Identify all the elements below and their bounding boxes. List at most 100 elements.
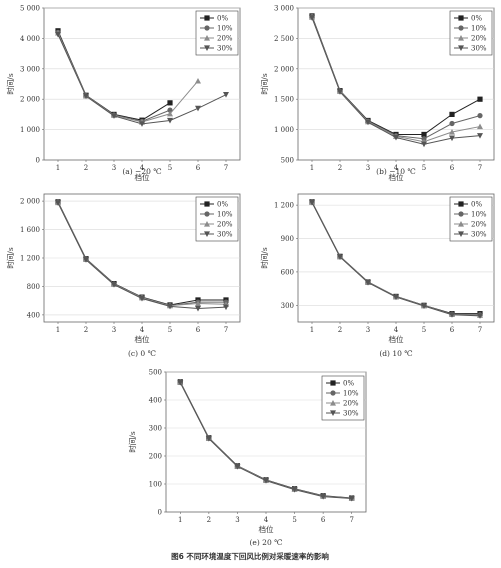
x-tick-label: 2: [207, 516, 211, 524]
x-tick-label: 4: [394, 326, 399, 334]
legend-marker: [204, 25, 210, 31]
data-point: [337, 254, 343, 260]
x-tick-label: 7: [349, 516, 353, 524]
x-tick-label: 4: [394, 164, 399, 172]
data-point: [421, 131, 427, 138]
x-axis-title: 档位: [389, 334, 404, 344]
x-tick-label: 3: [112, 326, 116, 334]
legend-marker: [330, 400, 336, 406]
legend-marker: [204, 15, 210, 21]
x-tick-label: 7: [224, 164, 228, 172]
legend-marker: [204, 211, 210, 217]
x-tick-label: 3: [112, 164, 116, 172]
data-point: [348, 495, 355, 502]
x-tick-label: 2: [84, 164, 88, 172]
y-tick-label: 0: [158, 509, 162, 517]
data-point: [365, 279, 371, 286]
y-tick-label: 500: [149, 369, 162, 377]
data-point: [223, 92, 229, 98]
x-tick-label: 3: [366, 326, 370, 334]
data-point: [337, 89, 343, 95]
panel-caption: (c) 0 ℃: [128, 349, 156, 358]
x-tick-label: 4: [264, 516, 269, 524]
y-tick-label: 2 000: [274, 65, 294, 73]
x-tick-label: 1: [56, 326, 60, 334]
x-axis-title: 档位: [135, 172, 150, 182]
y-tick-label: 400: [27, 311, 40, 319]
data-point: [320, 494, 327, 500]
y-tick-label: 100: [149, 481, 162, 489]
legend-label: 20%: [217, 35, 233, 43]
y-tick-label: 900: [281, 235, 294, 243]
x-tick-label: 6: [450, 164, 455, 172]
x-axis-title: 档位: [389, 172, 404, 182]
data-point: [167, 100, 173, 106]
data-point: [477, 113, 483, 119]
y-tick-label: 300: [149, 425, 162, 433]
x-tick-label: 1: [310, 164, 314, 172]
y-tick-label: 2 500: [274, 35, 294, 43]
x-tick-label: 1: [310, 326, 314, 334]
x-tick-label: 1: [178, 516, 182, 524]
data-point: [195, 305, 201, 312]
x-tick-label: 2: [84, 326, 88, 334]
data-point: [139, 295, 145, 302]
x-tick-label: 6: [321, 516, 326, 524]
legend-label: 0%: [217, 201, 228, 209]
y-tick-label: 3 000: [274, 5, 294, 13]
legend-label: 0%: [471, 201, 482, 209]
x-tick-label: 2: [338, 326, 342, 334]
figure-caption: 图6 不同环境温度下回风比例对采暖速率的影响: [171, 551, 329, 561]
data-point: [83, 93, 89, 100]
legend-label: 10%: [471, 211, 487, 219]
data-point: [477, 133, 483, 139]
legend-marker: [458, 201, 464, 207]
data-point: [365, 119, 371, 126]
legend: 0% 10% 20% 30%: [449, 196, 493, 242]
chart-panel-4: 300 600 900 1 200 1 2 3 4 5 6 7 档位 时间/s (d) 10 ℃ 0% 10%…: [259, 193, 495, 358]
data-point: [167, 117, 173, 124]
x-tick-label: 4: [140, 164, 145, 172]
y-tick-label: 1 500: [274, 96, 294, 104]
data-point: [195, 300, 201, 307]
data-point: [477, 313, 483, 319]
y-tick-label: 300: [281, 302, 294, 310]
series-30pct: [55, 31, 229, 127]
legend-label: 0%: [471, 15, 482, 23]
legend-marker: [330, 410, 336, 416]
data-point: [234, 464, 241, 470]
legend-label: 0%: [343, 380, 354, 388]
data-point: [449, 120, 455, 127]
data-point: [195, 105, 201, 112]
legend: 0% 10% 20% 30%: [449, 10, 493, 56]
data-point: [421, 303, 427, 309]
data-point: [263, 478, 269, 484]
legend-marker: [204, 221, 210, 227]
x-tick-label: 4: [140, 326, 145, 334]
x-tick-label: 5: [168, 326, 172, 334]
data-point: [177, 380, 184, 386]
x-tick-label: 2: [338, 164, 342, 172]
legend-marker: [204, 45, 210, 51]
legend-marker: [458, 45, 464, 51]
y-tick-label: 1 200: [274, 202, 294, 210]
series-30pct: [177, 380, 355, 502]
data-point: [223, 304, 229, 311]
y-tick-label: 1 000: [274, 126, 294, 134]
data-point: [449, 111, 455, 117]
data-point: [393, 294, 399, 301]
data-point: [167, 303, 173, 310]
data-point: [309, 15, 315, 21]
legend-label: 10%: [343, 390, 359, 398]
x-tick-label: 6: [196, 164, 201, 172]
x-axis-title: 档位: [259, 524, 274, 534]
x-tick-label: 3: [366, 164, 370, 172]
legend-label: 10%: [471, 25, 487, 33]
panel-caption: (a) −20 ℃: [122, 167, 161, 176]
series-30pct: [309, 15, 483, 148]
panel-caption: (b) −10 ℃: [376, 167, 416, 176]
legend-marker: [458, 221, 464, 227]
data-point: [167, 107, 173, 113]
chart-panel-1: 0 1 000 2 000 3 000 4 000 5 000 1 2 3 4 5 6 7 档位 时间/s (…: [5, 5, 241, 182]
y-tick-label: 1 200: [20, 255, 40, 263]
